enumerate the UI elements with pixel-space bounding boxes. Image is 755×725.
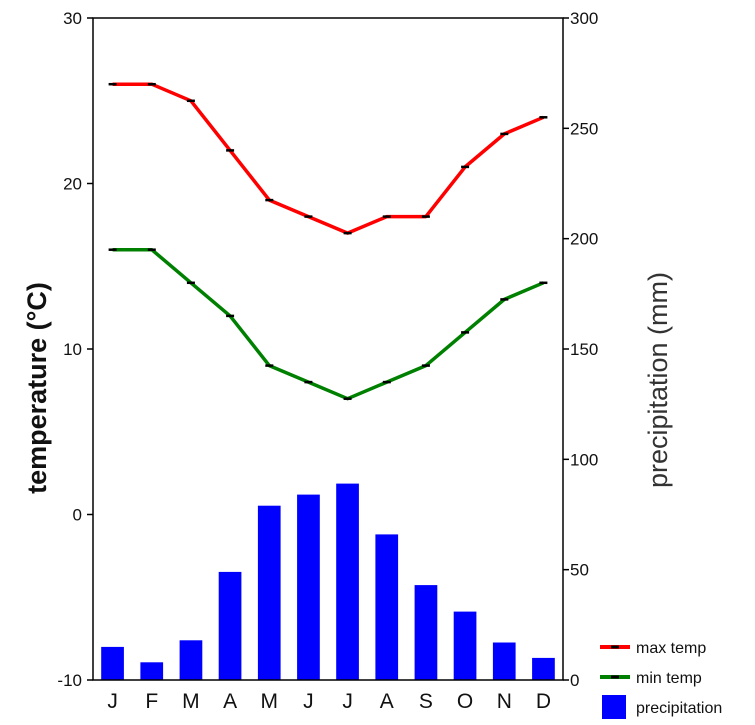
precipitation-legend-swatch (602, 695, 626, 719)
precipitation-bar (414, 585, 438, 680)
left-axis-ticks: -10 0 10 20 30 (57, 9, 93, 690)
left-tick-label: 10 (63, 340, 82, 359)
right-tick-label: 300 (570, 9, 598, 28)
right-tick-label: 250 (570, 119, 598, 138)
precipitation-bar (532, 657, 555, 680)
month-label: A (223, 690, 237, 713)
month-label: A (380, 690, 394, 713)
month-label: S (419, 690, 433, 713)
month-label: J (342, 690, 353, 713)
right-tick-label: 50 (570, 561, 589, 580)
precipitation-bars (101, 483, 555, 680)
left-tick-label: 0 (73, 506, 82, 525)
precipitation-bar (492, 642, 516, 680)
precipitation-bar (297, 494, 320, 680)
precipitation-bar (375, 534, 399, 680)
month-label: N (497, 690, 512, 713)
right-tick-label: 100 (570, 450, 598, 469)
left-axis-label: temperature (°C) (22, 282, 52, 494)
month-label: M (261, 690, 279, 713)
right-tick-label: 200 (570, 230, 598, 249)
precipitation-bar (336, 483, 359, 680)
max-temp-line (112, 82, 545, 235)
legend-label: min temp (636, 670, 702, 687)
month-label: J (303, 690, 314, 713)
month-label: F (145, 690, 158, 713)
month-label: J (107, 690, 118, 713)
legend-label: max temp (636, 640, 706, 657)
plot-frame (92, 17, 564, 681)
min-temp-line (112, 247, 545, 401)
month-label: M (182, 690, 200, 713)
precipitation-bar (179, 640, 203, 680)
right-tick-label: 0 (570, 671, 579, 690)
right-axis-label: precipitation (mm) (643, 272, 673, 488)
right-tick-label: 150 (570, 340, 598, 359)
month-label: D (536, 690, 551, 713)
left-tick-label: -10 (57, 671, 82, 690)
precipitation-bar (453, 611, 477, 680)
right-axis-ticks: 0 50 100 150 200 250 300 (563, 9, 598, 690)
precipitation-bar (257, 505, 281, 680)
legend: max temp min temp precipitation (600, 640, 722, 719)
left-tick-label: 20 (63, 175, 82, 194)
legend-label: precipitation (636, 700, 722, 717)
month-label: O (457, 690, 473, 713)
precipitation-bar (101, 646, 124, 680)
temperature-lines (108, 82, 548, 401)
left-tick-label: 30 (63, 9, 82, 28)
precipitation-bar (140, 662, 164, 680)
precipitation-bar (218, 571, 242, 680)
